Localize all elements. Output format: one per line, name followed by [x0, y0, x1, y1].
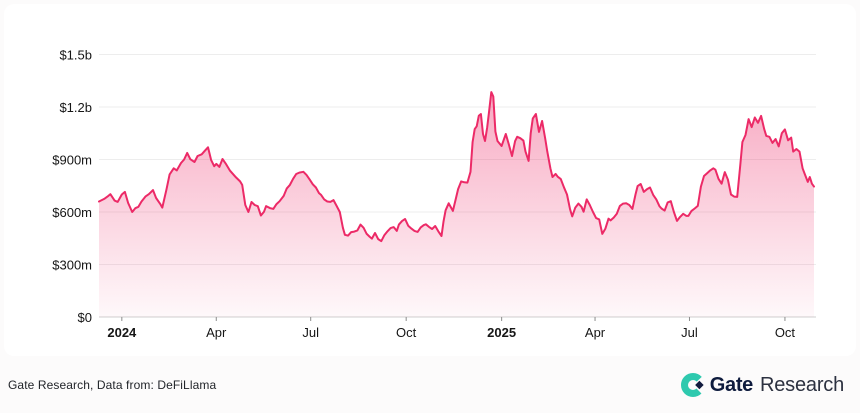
- x-axis-label: Oct: [775, 325, 796, 340]
- gate-research-logo: Gate Research: [680, 373, 844, 397]
- y-axis-label: $300m: [52, 258, 92, 273]
- x-axis-label: Apr: [206, 325, 227, 340]
- footer: Gate Research, Data from: DeFiLlama Gate…: [0, 362, 860, 408]
- y-axis-label: $900m: [52, 153, 92, 168]
- x-axis-label: 2024: [107, 325, 137, 340]
- x-axis-label: Jul: [302, 325, 319, 340]
- y-axis-label: $1.2b: [59, 100, 92, 115]
- x-axis-label: 2025: [487, 325, 516, 340]
- brand-name-secondary: Research: [760, 373, 844, 396]
- chart-card: $0 $300m $600m $900m $1.2b $1.5b 2024 Apr Jul Oct…: [4, 4, 856, 356]
- y-axis-label: $600m: [52, 205, 92, 220]
- area-fill: [99, 92, 814, 317]
- brand-name-primary: Gate: [709, 373, 754, 396]
- y-axis-label: $0: [78, 310, 92, 325]
- source-attribution: Gate Research, Data from: DeFiLlama: [8, 378, 217, 392]
- y-axis-label: $1.5b: [59, 48, 92, 63]
- gate-logo-icon: [680, 373, 705, 397]
- x-axis-label: Oct: [396, 325, 417, 340]
- series-line: [98, 91, 815, 243]
- x-axis-label: Apr: [585, 325, 606, 340]
- x-axis-label: Jul: [681, 325, 698, 340]
- area-chart: $0 $300m $600m $900m $1.2b $1.5b 2024 Apr Jul Oct…: [52, 48, 816, 340]
